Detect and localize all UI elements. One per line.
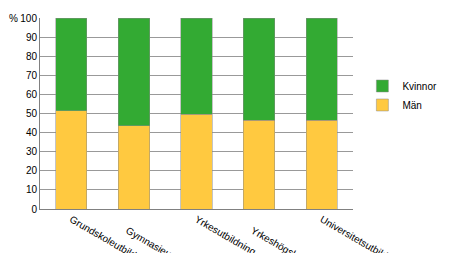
- svg-text:Universitetsutbildning: Universitetsutbildning: [318, 214, 406, 253]
- svg-text:Kvinnor: Kvinnor: [402, 81, 437, 92]
- svg-text:30: 30: [26, 146, 38, 157]
- svg-text:80: 80: [26, 51, 38, 62]
- svg-text:0: 0: [31, 204, 37, 215]
- svg-text:10: 10: [26, 184, 38, 195]
- svg-text:%: %: [9, 13, 18, 24]
- svg-text:70: 70: [26, 70, 38, 81]
- svg-text:Gymnasieutbildning: Gymnasieutbildning: [124, 225, 206, 253]
- svg-text:Män: Män: [402, 100, 421, 111]
- svg-text:100: 100: [20, 13, 37, 24]
- svg-text:20: 20: [26, 165, 38, 176]
- svg-text:Yrkeshögskoleutbildning: Yrkeshögskoleutbildning: [249, 225, 348, 253]
- svg-text:Grundskoleutbildning: Grundskoleutbildning: [68, 214, 155, 253]
- svg-text:90: 90: [26, 32, 38, 43]
- svg-text:Yrkesutbildning: Yrkesutbildning: [193, 214, 258, 253]
- svg-text:40: 40: [26, 127, 38, 138]
- svg-text:60: 60: [26, 89, 38, 100]
- svg-text:50: 50: [26, 108, 38, 119]
